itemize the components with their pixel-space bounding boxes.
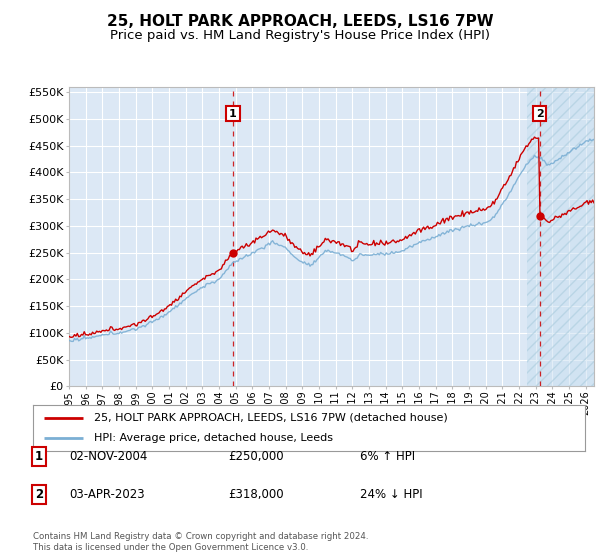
Bar [527, 87, 594, 386]
Text: 1: 1 [35, 450, 43, 463]
Text: £250,000: £250,000 [228, 450, 284, 463]
Text: 2: 2 [536, 109, 544, 119]
Text: 6% ↑ HPI: 6% ↑ HPI [360, 450, 415, 463]
Text: 02-NOV-2004: 02-NOV-2004 [69, 450, 148, 463]
Text: HPI: Average price, detached house, Leeds: HPI: Average price, detached house, Leed… [94, 433, 333, 443]
Text: 03-APR-2023: 03-APR-2023 [69, 488, 145, 501]
Text: 25, HOLT PARK APPROACH, LEEDS, LS16 7PW (detached house): 25, HOLT PARK APPROACH, LEEDS, LS16 7PW … [94, 413, 448, 423]
Text: Price paid vs. HM Land Registry's House Price Index (HPI): Price paid vs. HM Land Registry's House … [110, 29, 490, 42]
Text: 2: 2 [35, 488, 43, 501]
Bar [527, 87, 594, 386]
Text: Contains HM Land Registry data © Crown copyright and database right 2024.
This d: Contains HM Land Registry data © Crown c… [33, 532, 368, 552]
Text: 25, HOLT PARK APPROACH, LEEDS, LS16 7PW: 25, HOLT PARK APPROACH, LEEDS, LS16 7PW [107, 14, 493, 29]
Text: £318,000: £318,000 [228, 488, 284, 501]
Text: 1: 1 [229, 109, 237, 119]
Text: 24% ↓ HPI: 24% ↓ HPI [360, 488, 422, 501]
